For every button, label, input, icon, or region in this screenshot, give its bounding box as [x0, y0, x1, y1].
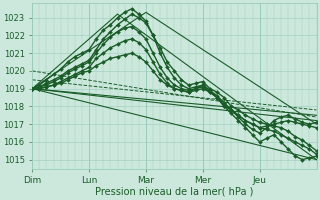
- X-axis label: Pression niveau de la mer( hPa ): Pression niveau de la mer( hPa ): [95, 187, 253, 197]
